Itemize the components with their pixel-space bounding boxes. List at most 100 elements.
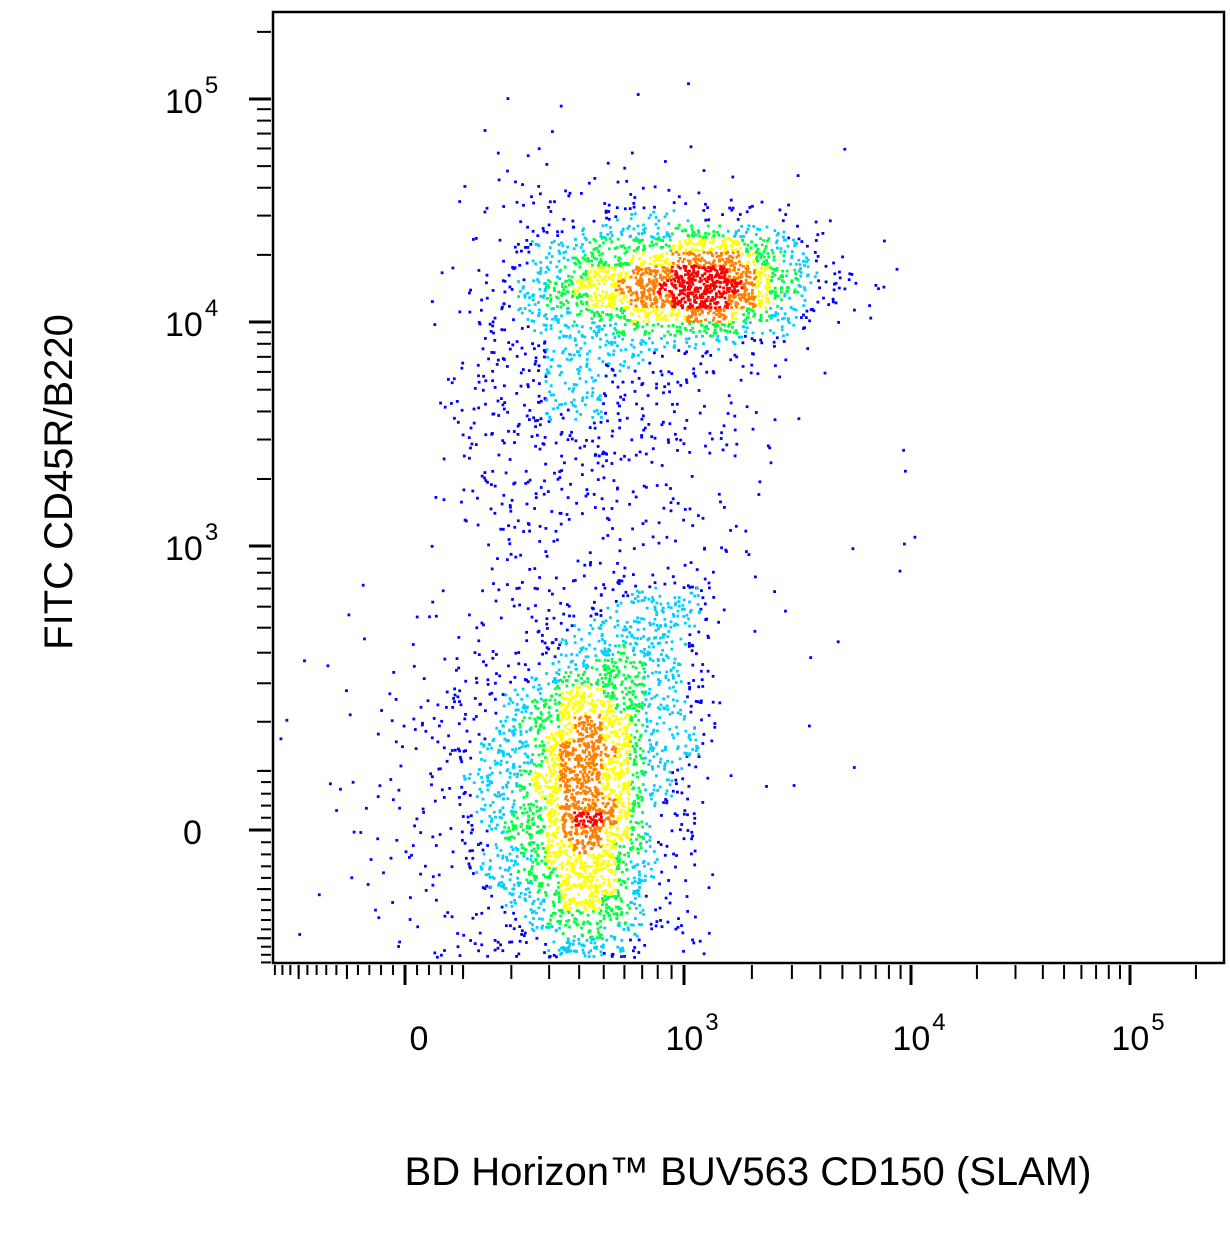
event-dot [766, 444, 770, 448]
event-dot [520, 843, 524, 847]
event-dot [682, 615, 686, 618]
event-dot [629, 302, 633, 306]
event-dot [788, 321, 791, 325]
event-dot [520, 249, 523, 253]
event-dot [649, 922, 653, 926]
event-dot [545, 622, 549, 626]
event-dot [491, 656, 495, 660]
event-dot [611, 588, 615, 592]
event-dot [605, 452, 608, 456]
event-dot [668, 686, 672, 690]
event-dot [442, 746, 446, 750]
event-dot [518, 263, 522, 267]
event-dot [436, 740, 440, 744]
event-dot [501, 357, 505, 360]
event-dot [555, 741, 559, 744]
event-dot [606, 911, 609, 915]
event-dot [559, 330, 563, 334]
event-dot [639, 747, 642, 750]
event-dot [632, 826, 635, 830]
event-dot [629, 217, 633, 221]
event-dot [644, 698, 648, 701]
event-dot [636, 224, 640, 228]
event-dot [637, 786, 641, 790]
event-dot [501, 786, 505, 789]
event-dot [565, 919, 569, 923]
event-dot [609, 846, 613, 849]
event-dot [615, 912, 619, 915]
event-dot [833, 272, 837, 276]
event-dot [745, 210, 749, 214]
event-dot [568, 191, 572, 195]
event-dot [506, 169, 509, 173]
event-dot [399, 764, 403, 768]
event-dot [655, 242, 658, 246]
event-dot [540, 842, 544, 845]
event-dot [818, 286, 821, 290]
event-dot [579, 859, 583, 863]
event-dot [485, 273, 489, 277]
event-dot [544, 282, 548, 285]
event-dot [723, 307, 726, 310]
event-dot [636, 599, 640, 603]
event-dot [620, 838, 624, 842]
event-dot [542, 492, 546, 496]
event-dot [547, 949, 551, 952]
event-dot [628, 906, 632, 910]
event-dot [549, 393, 553, 397]
event-dot [576, 709, 580, 713]
event-dot [490, 567, 494, 571]
event-dot [562, 256, 566, 260]
event-dot [509, 810, 513, 813]
event-dot [577, 372, 581, 375]
event-dot [670, 312, 674, 315]
event-dot [612, 710, 616, 714]
event-dot [592, 421, 596, 425]
event-dot [544, 462, 547, 466]
event-dot [500, 397, 503, 400]
event-dot [499, 527, 503, 531]
event-dot [567, 877, 570, 880]
event-dot [559, 863, 563, 866]
event-dot [703, 329, 706, 333]
event-dot [483, 471, 487, 474]
event-dot [541, 634, 544, 637]
event-dot [726, 412, 730, 415]
event-dot [539, 261, 543, 264]
event-dot [512, 482, 516, 486]
event-dot [526, 744, 530, 747]
event-dot [515, 250, 519, 254]
event-dot [614, 661, 617, 665]
event-dot [496, 823, 499, 827]
event-dot [684, 337, 688, 341]
event-dot [747, 553, 751, 556]
event-dot [734, 230, 738, 234]
event-dot [611, 296, 615, 300]
event-dot [471, 489, 475, 493]
event-dot [617, 721, 620, 725]
event-dot [576, 703, 580, 707]
event-dot [590, 282, 594, 286]
event-dot [657, 263, 661, 266]
event-dot [731, 326, 734, 329]
event-dot [578, 312, 581, 316]
event-dot [490, 771, 494, 775]
event-dot [536, 772, 539, 776]
event-dot [660, 464, 664, 467]
event-dot [653, 804, 657, 808]
event-dot [652, 210, 656, 214]
event-dot [615, 742, 619, 746]
event-dot [510, 845, 513, 849]
event-dot [734, 317, 738, 321]
event-dot [545, 348, 549, 351]
event-dot [751, 252, 755, 256]
event-dot [445, 690, 449, 694]
event-dot [624, 726, 627, 729]
event-dot [667, 630, 671, 633]
event-dot [531, 342, 534, 346]
event-dot [711, 700, 715, 704]
event-dot [492, 582, 495, 585]
event-dot [575, 901, 578, 905]
event-dot [768, 285, 772, 289]
event-dot [599, 420, 603, 424]
